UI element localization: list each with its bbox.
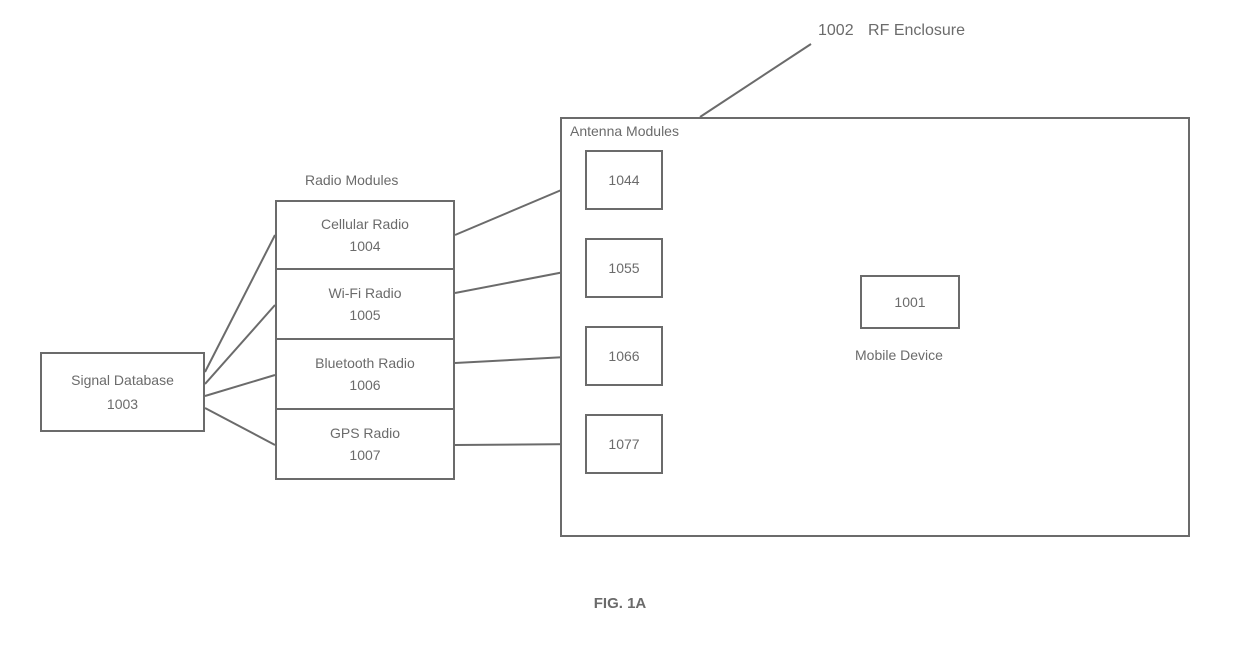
connector-line	[205, 375, 275, 396]
radio-module-id: 1007	[349, 447, 380, 463]
radio-module-id: 1006	[349, 377, 380, 393]
signal-database-box: Signal Database 1003	[40, 352, 205, 432]
radio-module-row: Wi-Fi Radio 1005	[275, 270, 455, 340]
mobile-device-id: 1001	[894, 294, 925, 310]
radio-module-name: Cellular Radio	[321, 216, 409, 232]
connector-line	[205, 305, 275, 384]
connector-line	[205, 408, 275, 445]
signal-database-id: 1003	[107, 396, 138, 412]
antenna-module-box: 1066	[585, 326, 663, 386]
radio-module-id: 1005	[349, 307, 380, 323]
rf-enclosure-callout: 1002 RF Enclosure	[818, 22, 965, 40]
radio-module-id: 1004	[349, 238, 380, 254]
radio-modules-container: Cellular Radio 1004 Wi-Fi Radio 1005 Bluetoo…	[275, 200, 455, 480]
antenna-module-id: 1066	[608, 348, 639, 364]
antenna-module-box: 1077	[585, 414, 663, 474]
antenna-module-box: 1044	[585, 150, 663, 210]
antenna-modules-label: Antenna Modules	[570, 123, 679, 139]
antenna-module-id: 1077	[608, 436, 639, 452]
antenna-module-id: 1055	[608, 260, 639, 276]
antenna-module-box: 1055	[585, 238, 663, 298]
figure-caption: FIG. 1A	[0, 595, 1240, 612]
diagram-fig-1a: 1002 RF Enclosure Antenna Modules 1044 10…	[0, 0, 1240, 648]
radio-module-row: Cellular Radio 1004	[275, 200, 455, 270]
radio-module-name: GPS Radio	[330, 425, 400, 441]
radio-module-row: GPS Radio 1007	[275, 410, 455, 480]
mobile-device-label: Mobile Device	[855, 347, 943, 363]
radio-modules-label: Radio Modules	[305, 172, 398, 188]
callout-refnum: 1002	[818, 22, 854, 39]
connector-line	[700, 44, 811, 117]
signal-database-name: Signal Database	[71, 372, 174, 388]
connector-line	[205, 235, 275, 372]
callout-text: RF Enclosure	[868, 22, 965, 39]
radio-module-row: Bluetooth Radio 1006	[275, 340, 455, 410]
mobile-device-box: 1001	[860, 275, 960, 329]
antenna-module-id: 1044	[608, 172, 639, 188]
radio-module-name: Wi-Fi Radio	[328, 285, 401, 301]
radio-module-name: Bluetooth Radio	[315, 355, 415, 371]
